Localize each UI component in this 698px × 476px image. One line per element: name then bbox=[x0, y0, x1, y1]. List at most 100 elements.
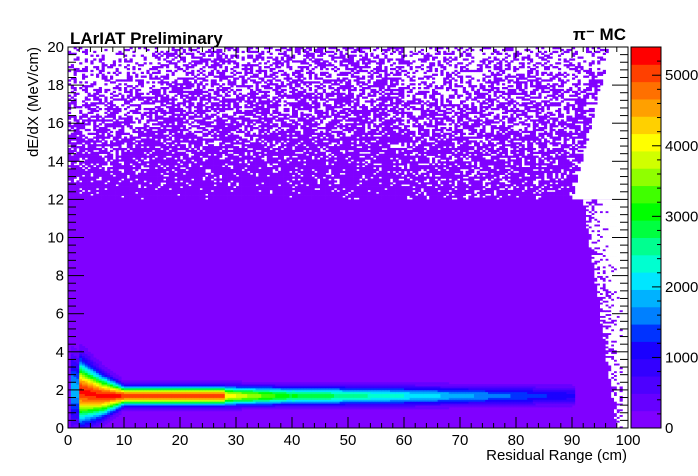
heatmap-cell bbox=[466, 190, 469, 192]
heatmap-cell bbox=[286, 163, 289, 165]
heatmap-cell bbox=[494, 161, 497, 163]
heatmap-cell bbox=[524, 156, 527, 158]
heatmap-cell bbox=[536, 177, 539, 179]
heatmap-cell bbox=[326, 150, 329, 152]
heatmap-cell bbox=[561, 188, 564, 190]
heatmap-cell bbox=[499, 178, 502, 180]
heatmap-cell bbox=[516, 167, 519, 169]
heatmap-cell bbox=[393, 148, 396, 150]
heatmap-cell bbox=[272, 157, 275, 159]
heatmap-cell bbox=[230, 182, 233, 184]
heatmap-cell bbox=[306, 148, 309, 150]
heatmap-cell bbox=[79, 167, 82, 169]
heatmap-cell bbox=[482, 173, 485, 175]
heatmap-cell bbox=[485, 152, 488, 154]
heatmap-cell bbox=[270, 167, 273, 169]
heatmap-cell bbox=[76, 165, 79, 167]
heatmap-cell bbox=[295, 186, 298, 188]
heatmap-cell bbox=[594, 199, 597, 201]
heatmap-cell bbox=[191, 148, 194, 150]
heatmap-cell bbox=[71, 156, 74, 158]
heatmap-cell bbox=[194, 163, 197, 165]
heatmap-cell bbox=[407, 178, 410, 180]
heatmap-cell bbox=[547, 192, 550, 194]
heatmap-cell bbox=[88, 192, 91, 194]
heatmap-cell bbox=[312, 159, 315, 161]
heatmap-cell bbox=[452, 188, 455, 190]
heatmap-cell bbox=[468, 177, 471, 179]
heatmap-cell bbox=[424, 177, 427, 179]
heatmap-cell bbox=[155, 148, 158, 150]
heatmap-cell bbox=[267, 177, 270, 179]
heatmap-cell bbox=[295, 169, 298, 171]
heatmap-cell bbox=[298, 194, 301, 196]
heatmap-cell bbox=[200, 157, 203, 159]
heatmap-cell bbox=[96, 152, 99, 154]
heatmap-cell bbox=[90, 182, 93, 184]
heatmap-cell bbox=[538, 190, 541, 192]
heatmap-cell bbox=[561, 173, 564, 175]
heatmap-cell bbox=[480, 152, 483, 154]
heatmap-cell bbox=[440, 186, 443, 188]
heatmap-cell bbox=[188, 157, 191, 159]
heatmap-cell bbox=[485, 188, 488, 190]
heatmap-cell bbox=[508, 190, 511, 192]
heatmap-cell bbox=[443, 197, 446, 199]
heatmap-cell bbox=[449, 180, 452, 182]
heatmap-cell bbox=[132, 159, 135, 161]
heatmap-cell bbox=[435, 180, 438, 182]
heatmap-cell bbox=[214, 182, 217, 184]
heatmap-cell bbox=[488, 188, 491, 190]
heatmap-cell bbox=[121, 165, 124, 167]
heatmap-cell bbox=[421, 192, 424, 194]
heatmap-cell bbox=[197, 152, 200, 154]
heatmap-cell bbox=[351, 192, 354, 194]
heatmap-cell bbox=[328, 154, 331, 156]
heatmap-cell bbox=[474, 150, 477, 152]
heatmap-cell bbox=[331, 165, 334, 167]
heatmap-cell bbox=[200, 150, 203, 152]
heatmap-cell bbox=[191, 161, 194, 163]
heatmap-cell bbox=[379, 178, 382, 180]
heatmap-cell bbox=[527, 154, 530, 156]
heatmap-cell bbox=[82, 177, 85, 179]
heatmap-cell bbox=[146, 165, 149, 167]
heatmap-cell bbox=[292, 192, 295, 194]
heatmap-cell bbox=[317, 159, 320, 161]
heatmap-cell bbox=[454, 148, 457, 150]
heatmap-cell bbox=[578, 154, 581, 156]
heatmap-cell bbox=[328, 180, 331, 182]
heatmap-cell bbox=[275, 152, 278, 154]
heatmap-cell bbox=[510, 190, 513, 192]
heatmap-cell bbox=[410, 150, 413, 152]
heatmap-cell bbox=[317, 148, 320, 150]
heatmap-cell bbox=[508, 169, 511, 171]
heatmap-cell bbox=[96, 165, 99, 167]
heatmap-cell bbox=[359, 148, 362, 150]
heatmap-cell bbox=[76, 180, 79, 182]
heatmap-cell bbox=[538, 150, 541, 152]
heatmap-cell bbox=[359, 180, 362, 182]
heatmap-cell bbox=[376, 165, 379, 167]
heatmap-cell bbox=[516, 150, 519, 152]
heatmap-cell bbox=[267, 167, 270, 169]
heatmap-cell bbox=[191, 156, 194, 158]
heatmap-cell bbox=[547, 180, 550, 182]
heatmap-cell bbox=[488, 182, 491, 184]
heatmap-cell bbox=[407, 150, 410, 152]
heatmap-cell bbox=[244, 169, 247, 171]
heatmap-cell bbox=[429, 177, 432, 179]
heatmap-cell bbox=[468, 196, 471, 198]
heatmap-cell bbox=[550, 184, 553, 186]
heatmap-cell bbox=[82, 192, 85, 194]
heatmap-cell bbox=[474, 194, 477, 196]
heatmap-cell bbox=[524, 177, 527, 179]
heatmap-cell bbox=[348, 152, 351, 154]
heatmap-cell bbox=[334, 180, 337, 182]
heatmap-cell bbox=[110, 150, 113, 152]
heatmap-cell bbox=[502, 177, 505, 179]
heatmap-cell bbox=[426, 171, 429, 173]
heatmap-cell bbox=[118, 163, 121, 165]
heatmap-cell bbox=[202, 180, 205, 182]
heatmap-cell bbox=[93, 167, 96, 169]
